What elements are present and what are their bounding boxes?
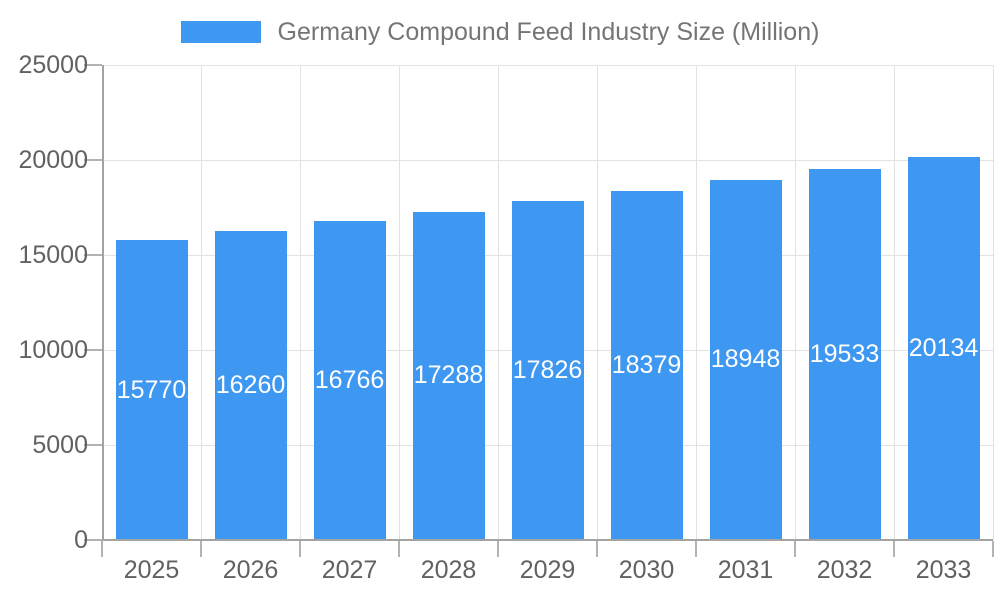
legend[interactable]: Germany Compound Feed Industry Size (Mil… <box>0 19 1000 45</box>
bar-value-label: 20134 <box>908 334 979 363</box>
gridline-horizontal <box>102 64 993 66</box>
x-axis-label: 2030 <box>618 556 675 584</box>
bar-value-label: 18948 <box>710 345 781 374</box>
y-axis-label: 20000 <box>18 146 88 174</box>
x-axis-label: 2033 <box>915 556 972 584</box>
y-axis-label: 10000 <box>18 336 88 364</box>
gridline-vertical <box>398 65 400 540</box>
x-axis-label: 2025 <box>123 556 180 584</box>
gridline-vertical <box>299 65 301 540</box>
x-axis-tick <box>596 541 598 557</box>
bar-value-label: 15770 <box>116 375 187 404</box>
x-axis-label: 2029 <box>519 556 576 584</box>
x-axis-tick <box>794 541 796 557</box>
x-axis-tick <box>299 541 301 557</box>
y-axis-label: 25000 <box>18 51 88 79</box>
x-axis-label: 2032 <box>816 556 873 584</box>
bar[interactable]: 20134 <box>907 157 980 540</box>
x-axis-tick <box>101 541 103 557</box>
gridline-vertical <box>497 65 499 540</box>
gridline-vertical <box>596 65 598 540</box>
y-axis-tick <box>84 539 102 541</box>
y-axis-tick <box>84 64 102 66</box>
plot-area: 0 5000 10000 15000 20000 25000 15770 16260 16766… <box>18 52 994 583</box>
bar[interactable]: 17826 <box>511 201 584 540</box>
bar-value-label: 17826 <box>512 356 583 385</box>
x-axis-tick <box>893 541 895 557</box>
y-axis-line <box>102 65 104 541</box>
y-axis-tick <box>84 444 102 446</box>
y-axis-tick <box>84 349 102 351</box>
gridline-vertical <box>893 65 895 540</box>
y-axis-tick <box>84 159 102 161</box>
gridline-vertical <box>992 65 994 540</box>
x-axis-tick <box>497 541 499 557</box>
x-axis-label: 2028 <box>420 556 477 584</box>
bar-value-label: 16766 <box>314 366 385 395</box>
x-axis-tick <box>398 541 400 557</box>
bar[interactable]: 19533 <box>808 168 881 540</box>
x-axis-label: 2027 <box>321 556 378 584</box>
legend-swatch-icon <box>180 21 261 43</box>
bar[interactable]: 16766 <box>313 221 386 540</box>
y-axis-label: 0 <box>74 526 88 554</box>
bar[interactable]: 18948 <box>709 179 782 540</box>
bar[interactable]: 18379 <box>610 190 683 540</box>
bar-value-label: 19533 <box>809 339 880 368</box>
gridline-vertical <box>794 65 796 540</box>
gridline-vertical <box>200 65 202 540</box>
bar[interactable]: 17288 <box>412 211 485 540</box>
x-axis-label: 2026 <box>222 556 279 584</box>
y-axis-label: 15000 <box>18 241 88 269</box>
bar-value-label: 16260 <box>215 371 286 400</box>
x-axis-tick <box>992 541 994 557</box>
bar-value-label: 18379 <box>611 350 682 379</box>
bar[interactable]: 16260 <box>214 231 287 540</box>
bar[interactable]: 15770 <box>115 240 188 540</box>
gridline-horizontal <box>102 159 993 161</box>
x-axis-tick <box>695 541 697 557</box>
y-axis-label: 5000 <box>32 431 88 459</box>
legend-label: Germany Compound Feed Industry Size (Mil… <box>277 18 820 46</box>
y-axis-tick <box>84 254 102 256</box>
gridline-vertical <box>695 65 697 540</box>
bar-value-label: 17288 <box>413 361 484 390</box>
x-axis-line <box>102 539 993 541</box>
x-axis-tick <box>200 541 202 557</box>
x-axis-label: 2031 <box>717 556 774 584</box>
